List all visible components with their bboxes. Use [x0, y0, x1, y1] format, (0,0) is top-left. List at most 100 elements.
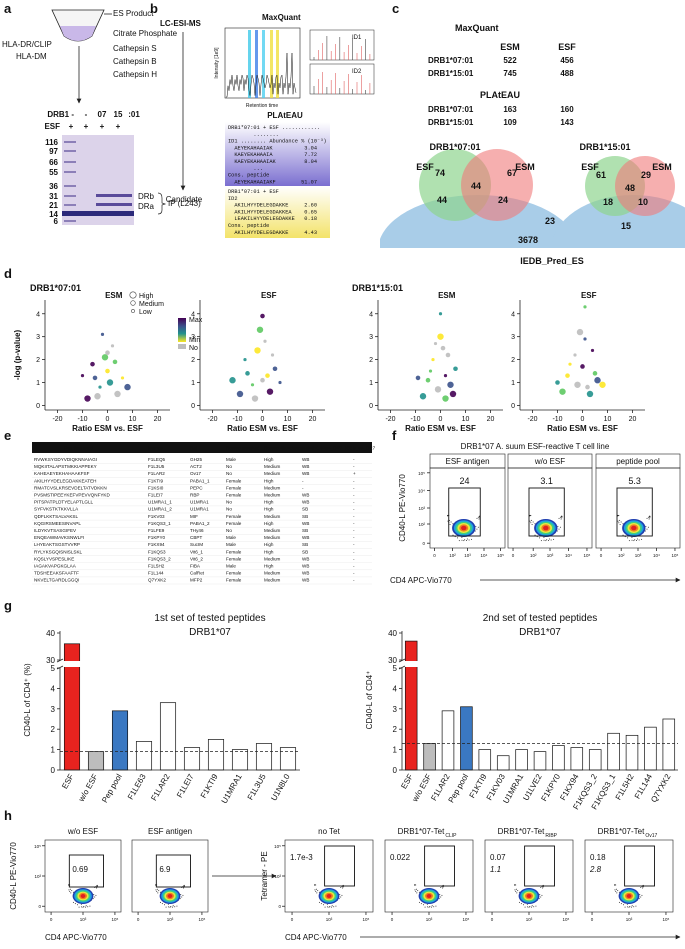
y-tick-label: 10⁵	[418, 471, 425, 476]
step-label: Cathepsin H	[113, 70, 157, 79]
count: 44	[437, 195, 447, 205]
x-tick-label: 20	[154, 416, 162, 423]
point	[98, 385, 102, 389]
count: 522	[503, 56, 517, 65]
label: DRB1*07:01	[428, 105, 474, 114]
event	[640, 896, 642, 898]
set-label: ESF	[416, 162, 434, 172]
x-tick-label: -10	[77, 416, 87, 423]
point	[80, 374, 85, 378]
event	[616, 892, 618, 894]
point	[559, 388, 566, 395]
y-tick-label: 2	[51, 725, 56, 734]
table-cell: -	[353, 521, 355, 526]
event	[440, 896, 442, 898]
table-cell: WB	[302, 493, 309, 498]
table-cell: WB	[302, 535, 309, 540]
gate	[624, 845, 655, 887]
gate	[424, 845, 455, 887]
id-label: ID1	[352, 35, 362, 41]
table-cell: WB	[302, 464, 309, 469]
gel-header: 07	[98, 110, 107, 119]
molecule-label: HLA-DM	[16, 52, 47, 61]
bar	[552, 745, 565, 771]
table-cell: WB	[302, 571, 309, 576]
axis-label: Ratio ESM vs. ESF	[227, 424, 298, 433]
event	[182, 894, 184, 896]
size-key	[129, 291, 137, 299]
event	[515, 884, 517, 886]
event	[529, 905, 531, 907]
table-cell: MIF	[190, 514, 198, 519]
point	[585, 384, 590, 390]
event	[330, 906, 332, 908]
event	[531, 524, 533, 526]
band-label: DRb	[138, 192, 155, 201]
event	[636, 538, 638, 540]
x-tick-label: 0	[106, 416, 110, 423]
x-tick-label: 0	[512, 553, 515, 558]
point	[256, 326, 264, 333]
point	[90, 361, 95, 367]
x-tick-label: 10³	[626, 917, 633, 922]
panel-letter: a	[4, 1, 12, 16]
event	[558, 517, 560, 519]
gate	[448, 487, 481, 537]
count: 29	[641, 170, 651, 180]
panel-letter: h	[4, 808, 12, 823]
x-tick-label: 10³	[426, 917, 433, 922]
event	[165, 906, 167, 908]
bar	[423, 743, 436, 771]
gel-header: DRB1 -	[47, 110, 74, 119]
marker-size: 6	[54, 217, 59, 226]
point	[92, 375, 98, 381]
table-cell: -	[353, 564, 355, 569]
table-cell: MQKIITALAPSTMKKIAPPEKY	[34, 464, 97, 469]
count: 163	[503, 105, 517, 114]
event	[415, 890, 417, 892]
event	[156, 890, 158, 892]
table-cell: -	[353, 493, 355, 498]
gate	[524, 845, 555, 887]
y-tick-label: 2	[393, 725, 398, 734]
y-tick-label: 0	[369, 403, 373, 410]
point	[266, 388, 274, 395]
event	[159, 891, 161, 893]
event	[417, 890, 419, 892]
peptide-line: AKILHYYDELEGDAKKE 2.60	[228, 203, 317, 209]
table-cell: Male	[226, 457, 236, 462]
point	[453, 366, 458, 372]
event	[533, 906, 535, 908]
y-tick-label: 4	[51, 684, 56, 693]
table-cell: High	[264, 500, 274, 505]
axis-label: Ratio ESM vs. ESF	[72, 424, 143, 433]
rt-window	[255, 30, 258, 98]
event	[559, 516, 561, 518]
panel-letter: f	[392, 428, 397, 443]
x-tick-label: 20	[487, 416, 495, 423]
event	[157, 892, 159, 894]
marker-size: 116	[45, 138, 58, 147]
point	[431, 357, 435, 362]
point	[449, 390, 457, 398]
point	[442, 395, 449, 402]
table-cell: ACT2	[190, 464, 202, 469]
table-cell: Female	[226, 571, 242, 576]
event	[94, 896, 96, 898]
point	[599, 381, 606, 388]
point	[263, 339, 267, 343]
point	[565, 373, 570, 378]
legend-label: Max	[189, 317, 203, 324]
step-label: Cathepsin S	[113, 44, 157, 53]
event	[526, 906, 528, 908]
marker-band	[64, 161, 76, 163]
gel-header: +	[116, 122, 121, 131]
x-tick-label: 0	[50, 917, 53, 922]
y-tick-label: 4	[191, 311, 195, 318]
point	[590, 348, 595, 353]
event	[464, 539, 466, 541]
table-cell: NKVELTGARDLGGQI	[34, 578, 79, 583]
table-cell: WB	[302, 521, 309, 526]
point	[101, 354, 109, 361]
peptide-line: DRB1*07:01 + ESF ............	[228, 125, 320, 131]
